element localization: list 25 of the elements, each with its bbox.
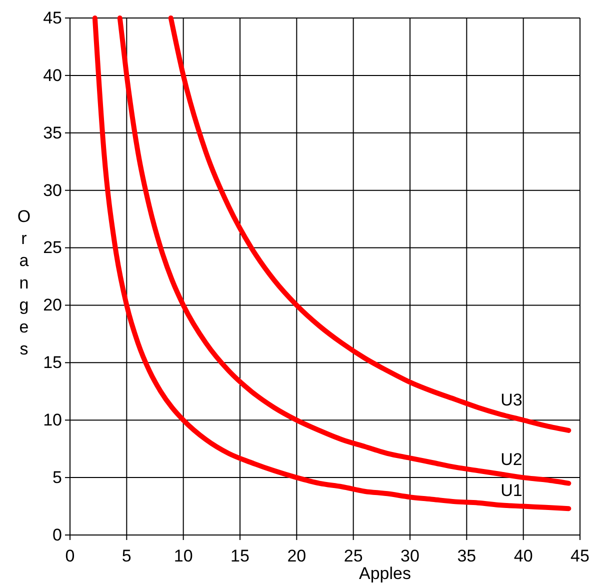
y-tick-label: 35 <box>43 123 62 142</box>
series-label: U2 <box>500 450 522 470</box>
y-tick-label: 25 <box>43 238 62 258</box>
x-tick-label: 40 <box>514 546 533 566</box>
x-tick-label: 45 <box>570 546 590 566</box>
x-tick-label: 25 <box>344 546 363 566</box>
y-tick-label: 10 <box>43 410 62 430</box>
x-tick-label: 35 <box>457 546 476 566</box>
y-tick-label: 5 <box>52 468 62 487</box>
x-tick-label: 20 <box>287 546 306 566</box>
y-tick-label: 20 <box>43 296 62 315</box>
x-tick-label: 15 <box>230 546 250 566</box>
series-label: U3 <box>500 390 522 410</box>
x-tick-label: 10 <box>174 546 193 566</box>
series-label: U1 <box>500 481 522 500</box>
x-tick-label: 5 <box>122 546 132 566</box>
y-tick-label: 0 <box>52 525 62 544</box>
y-axis-title: Oranges <box>17 207 31 359</box>
y-tick-label: 45 <box>43 8 62 28</box>
y-tick-label: 15 <box>43 353 62 372</box>
x-tick-label: 30 <box>400 546 420 566</box>
y-tick-label: 40 <box>43 66 62 85</box>
x-tick-label: 0 <box>65 546 75 566</box>
y-tick-label: 30 <box>43 180 62 200</box>
x-axis-title: Apples <box>359 564 411 583</box>
